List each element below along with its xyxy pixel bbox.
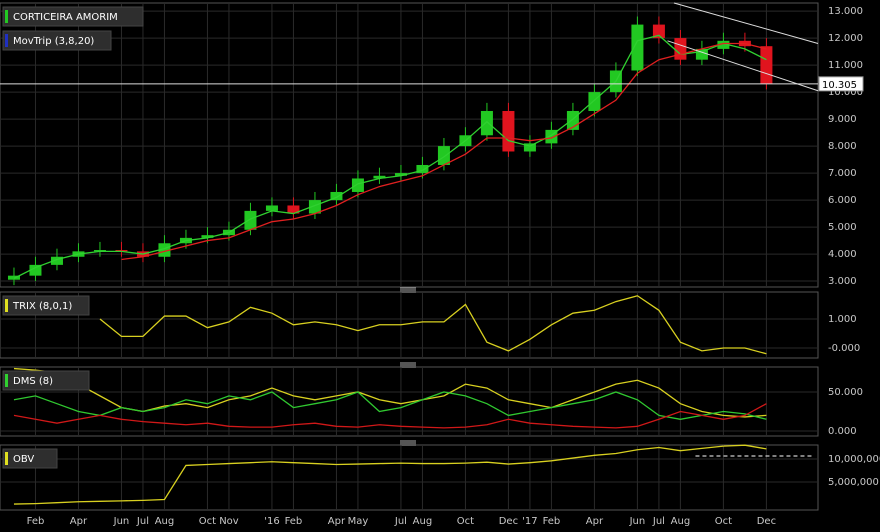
x-tick-label: '16 [264, 516, 279, 527]
x-tick-label: Apr [586, 516, 604, 527]
x-tick-label: Aug [155, 516, 175, 527]
y-tick-label: 3.000 [828, 276, 857, 287]
y-tick-label: 5.000 [828, 222, 857, 233]
x-tick-label: Dec [757, 516, 776, 527]
y-tick-label: 6.000 [828, 195, 857, 206]
indicator-line [99, 295, 767, 355]
y-tick-label: 11.000 [828, 60, 863, 71]
legend-marker [5, 10, 8, 23]
candle-body [416, 164, 429, 174]
x-tick-label: Feb [27, 516, 45, 527]
last-price-box [818, 76, 864, 92]
legend-label: CORTICEIRA AMORIM [13, 12, 118, 23]
y-tick-label: 5,000,000 [828, 477, 879, 488]
x-tick-label: Feb [285, 516, 303, 527]
legend: OBV [2, 448, 58, 469]
legend-label: OBV [13, 454, 34, 465]
x-tick-label: Jul [652, 516, 665, 527]
candle-body [115, 250, 128, 252]
x-tick-label: Feb [543, 516, 561, 527]
x-tick-label: Apr [70, 516, 88, 527]
legend-box [2, 370, 90, 391]
legend-marker [5, 374, 8, 387]
legend-label: DMS (8) [13, 376, 53, 387]
trend-line [673, 2, 819, 44]
y-tick-label: 50.000 [828, 387, 863, 398]
legend-marker [5, 452, 8, 465]
x-tick-label: Jun [629, 516, 646, 527]
indicator-line [13, 403, 767, 429]
x-tick-label: May [348, 516, 369, 527]
y-tick-label: 7.000 [828, 168, 857, 179]
legend-marker [5, 299, 8, 312]
x-tick-label: '17 [522, 516, 537, 527]
y-tick-label: 9.000 [828, 114, 857, 125]
trend-line [667, 40, 819, 92]
legend-box [2, 448, 58, 469]
y-tick-label: 1.000 [828, 314, 857, 325]
moving-average-line [13, 34, 767, 279]
candle-body [674, 38, 687, 60]
candle-body [717, 40, 730, 49]
candle-body [760, 46, 773, 84]
x-tick-label: Jun [113, 516, 130, 527]
legend: DMS (8) [2, 370, 90, 391]
last-price-label: 10.305 [822, 80, 857, 91]
candle-body [158, 243, 171, 257]
y-tick-label: 13.000 [828, 6, 863, 17]
x-tick-label: Jul [394, 516, 407, 527]
candle-body [373, 175, 386, 179]
candle-body [588, 92, 601, 111]
candle-body [351, 178, 364, 192]
indicator-line [13, 444, 767, 505]
candle-body [287, 205, 300, 214]
candle-body [437, 146, 450, 165]
candle-body [330, 191, 343, 201]
legend-marker [5, 34, 8, 47]
x-tick-label: Oct [715, 516, 732, 527]
legend-label: TRIX (8,0,1) [12, 301, 72, 312]
x-tick-label: Jul [136, 516, 149, 527]
x-tick-label: Nov [219, 516, 239, 527]
candle-body [244, 210, 257, 230]
legend: CORTICEIRA AMORIM MovTrip (3,8,20) [2, 6, 144, 51]
candle-body [308, 200, 321, 214]
candle-body [695, 48, 708, 60]
y-tick-label: 10.000 [828, 87, 863, 98]
y-tick-label: 0.000 [828, 426, 857, 437]
y-tick-label: 12.000 [828, 33, 863, 44]
x-tick-label: Apr [328, 516, 346, 527]
legend: TRIX (8,0,1) [2, 295, 90, 316]
x-tick-label: Dec [499, 516, 518, 527]
candle-body [265, 205, 278, 211]
candle-body [394, 173, 407, 176]
candle-body [93, 250, 106, 252]
legend-box [2, 30, 112, 51]
candle-body [502, 110, 515, 152]
y-tick-label: 4.000 [828, 249, 857, 260]
y-tick-label: -0.000 [828, 343, 860, 354]
legend-box [2, 295, 90, 316]
candle-body [29, 264, 42, 276]
indicator-line [13, 391, 767, 420]
candle-body [631, 24, 644, 71]
legend-box [2, 6, 144, 27]
candle-body [480, 110, 493, 136]
moving-average-line [121, 42, 767, 261]
panel-frame [0, 2, 819, 288]
x-tick-label: Oct [457, 516, 474, 527]
candle-body [652, 24, 665, 39]
candle-body [523, 143, 536, 152]
x-tick-label: Aug [671, 516, 691, 527]
x-tick-label: Aug [413, 516, 433, 527]
x-tick-label: Oct [199, 516, 216, 527]
y-tick-label: 8.000 [828, 141, 857, 152]
y-tick-label: 10,000,000 [828, 454, 880, 465]
candle-body [201, 235, 214, 238]
legend-label: MovTrip (3,8,20) [13, 36, 94, 47]
candle-body [50, 256, 63, 265]
